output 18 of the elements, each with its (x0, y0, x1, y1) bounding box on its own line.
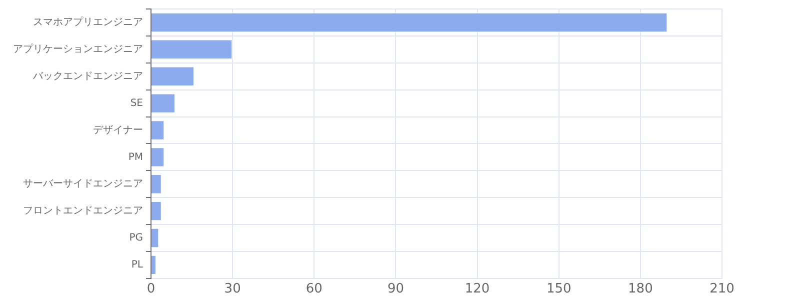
y-tick-label: SE (130, 98, 143, 109)
x-tick-label: 210 (710, 282, 734, 297)
y-tick-label: フロントエンドエンジニア (23, 206, 143, 217)
x-tick-label: 120 (464, 282, 490, 297)
x-tick-label: 0 (146, 282, 156, 297)
x-tick-label: 150 (546, 282, 572, 297)
y-tick-label: デザイナー (93, 124, 143, 136)
y-tick-label: PG (129, 232, 143, 244)
x-tick-label: 180 (628, 282, 653, 297)
y-tick-label: アプリケーションエンジニア (13, 43, 143, 56)
y-tick-label: バックエンドエンジニア (32, 70, 143, 82)
y-tick-label: PM (128, 152, 143, 163)
x-tick-label: 90 (387, 282, 404, 297)
y-tick-label: サーバーサイドエンジニア (23, 178, 143, 190)
x-tick-label: 30 (224, 282, 241, 297)
x-tick-label: 60 (306, 282, 322, 297)
y-tick-label: スマホアプリエンジニア (33, 16, 143, 28)
y-tick-label: PL (131, 260, 144, 271)
